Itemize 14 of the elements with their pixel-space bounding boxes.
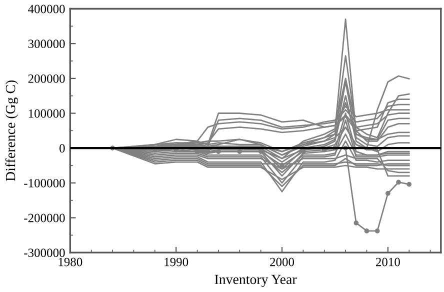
x-tick-label: 1990 [164,258,188,266]
y-tick-label: -200000 [24,214,65,222]
x-tick-label: 1980 [58,258,82,266]
y-tick-label: 100000 [28,109,65,118]
x-tick-label: 2010 [376,258,400,266]
x-tick-label: 2000 [270,258,294,266]
y-tick-label: -300000 [24,248,65,258]
y-tick-label: 200000 [28,74,65,83]
y-tick-label: -100000 [24,178,65,188]
y-tick-label: 400000 [28,4,65,14]
y-axis-title: Difference (Gg C) [5,80,18,182]
x-axis-title: Inventory Year [214,274,297,287]
y-tick-label: 0 [60,144,65,153]
y-tick-label: 300000 [28,40,65,48]
